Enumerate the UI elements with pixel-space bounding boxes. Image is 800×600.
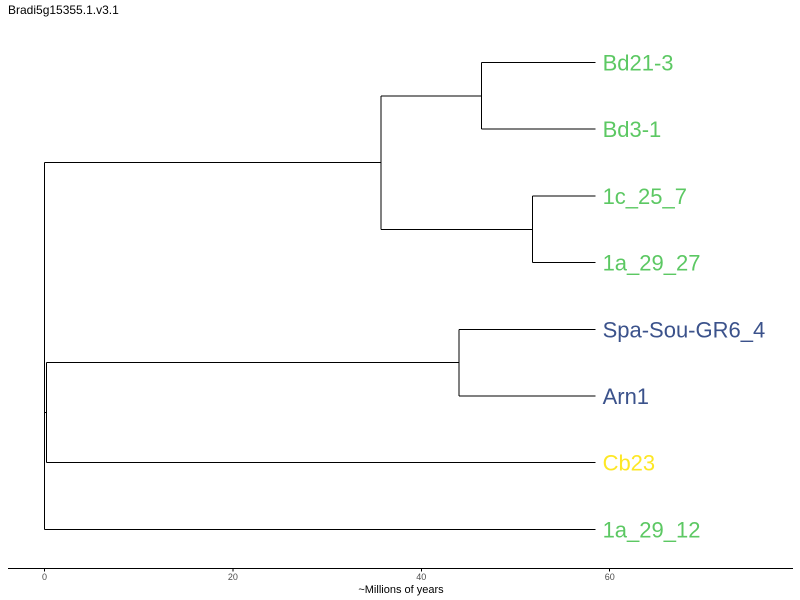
leaf-label-arn: Arn1 <box>603 384 649 409</box>
leaf-label-c1c: 1c_25_7 <box>603 184 687 209</box>
leaf-label-a112: 1a_29_12 <box>603 517 701 542</box>
axis-tick-label: 20 <box>228 572 238 582</box>
tree-branches <box>44 62 596 530</box>
axis-ticks: 0 20 40 60 <box>42 568 615 582</box>
leaf-label-bd3: Bd3-1 <box>603 117 662 142</box>
tree-title: Bradi5g15355.1.v3.1 <box>8 3 119 17</box>
axis-tick-label: 40 <box>416 572 426 582</box>
leaf-label-spa: Spa-Sou-GR6_4 <box>603 317 766 342</box>
leaf-label-cb23: Cb23 <box>603 451 656 476</box>
leaf-labels: Bd21-3 Bd3-1 1c_25_7 1a_29_27 Spa-Sou-GR6_4 A… <box>603 51 766 543</box>
axis-tick-label: 0 <box>42 572 47 582</box>
axis-title: ~Millions of years <box>358 584 444 596</box>
axis-tick-label: 60 <box>605 572 615 582</box>
leaf-label-bd21: Bd21-3 <box>603 51 674 76</box>
leaf-label-a129: 1a_29_27 <box>603 251 701 276</box>
time-axis: 0 20 40 60 ~Millions of years <box>8 568 793 596</box>
